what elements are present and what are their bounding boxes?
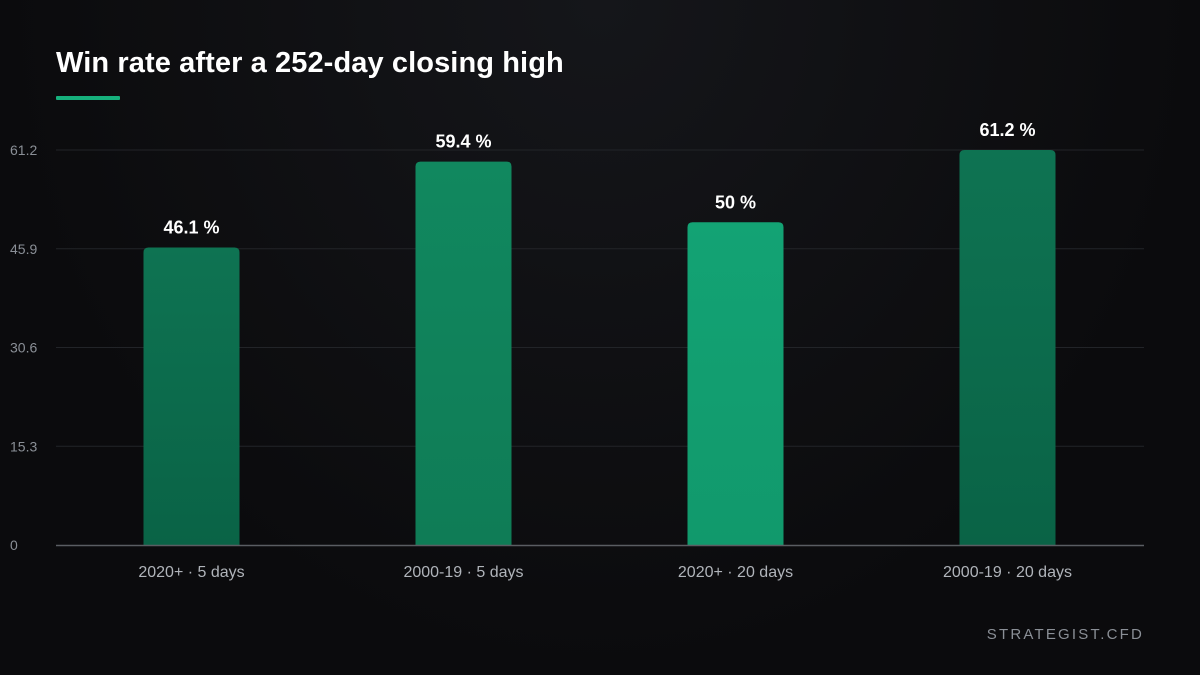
data-labels: 46.1 % 59.4 % 50 % 61.2 % [163,120,1035,237]
y-tick-label: 0 [10,537,18,553]
y-tick-label: 61.2 [10,142,37,158]
x-tick-label: 2000-19 · 5 days [403,564,523,581]
y-tick-label: 15.3 [10,438,37,454]
bar [959,150,1056,545]
bar [143,247,240,545]
x-tick-label: 2020+ · 20 days [678,564,793,581]
bar-value-label: 46.1 % [163,217,219,237]
bar-value-label: 50 % [715,192,756,212]
x-tick-label: 2020+ · 5 days [138,564,244,581]
bar-value-label: 59.4 % [435,132,491,152]
y-tick-label: 45.9 [10,241,37,257]
y-axis-ticks: 0 15.3 30.6 45.9 61.2 [10,142,37,553]
watermark: STRATEGIST.CFD [986,626,1144,643]
title-accent-bar [56,96,120,100]
y-tick-label: 30.6 [10,340,37,356]
x-axis-ticks: 2020+ · 5 days 2000-19 · 5 days 2020+ · 20… [138,564,1072,581]
bar [415,161,512,545]
bar [687,222,784,545]
chart-title: Win rate after a 252-day closing high [56,47,564,79]
x-tick-label: 2000-19 · 20 days [943,564,1072,581]
bars [143,150,1056,545]
bar-value-label: 61.2 % [979,120,1035,140]
